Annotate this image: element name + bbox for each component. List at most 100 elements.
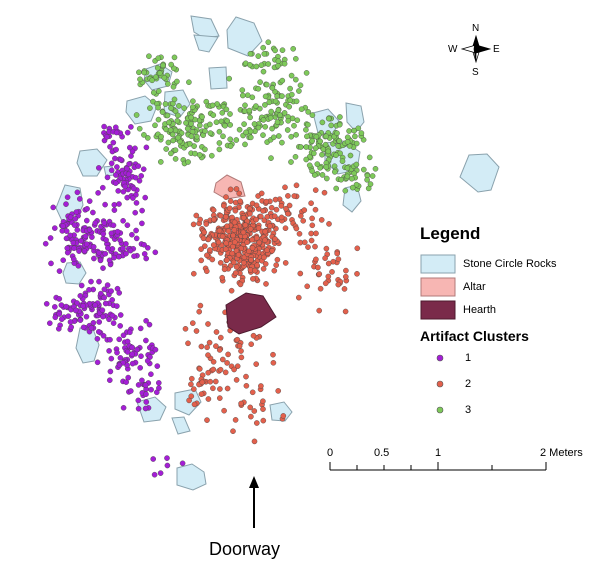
artifact-point xyxy=(137,364,143,371)
artifact-point xyxy=(141,69,147,76)
artifact-point xyxy=(63,228,70,234)
artifact-point xyxy=(217,212,224,219)
artifact-point xyxy=(201,243,208,249)
artifact-point xyxy=(233,186,240,192)
artifact-point xyxy=(176,103,182,109)
artifact-point xyxy=(212,378,219,385)
artifact-point xyxy=(120,245,126,252)
artifact-point xyxy=(233,264,240,270)
artifact-point xyxy=(317,138,324,145)
artifact-point xyxy=(129,148,136,155)
artifact-point xyxy=(52,314,59,321)
artifact-point xyxy=(109,297,115,303)
artifact-point xyxy=(120,188,127,195)
artifact-point xyxy=(197,302,204,309)
artifact-point xyxy=(188,114,194,121)
legend-title: Legend xyxy=(420,224,481,243)
artifact-point xyxy=(207,121,213,128)
legend-label-rocks: Stone Circle Rocks xyxy=(463,258,557,270)
artifact-point xyxy=(155,104,161,111)
artifact-point xyxy=(261,254,267,261)
artifact-point xyxy=(110,320,117,326)
artifact-point xyxy=(202,128,208,134)
artifact-point xyxy=(60,257,67,264)
artifact-point xyxy=(113,146,119,153)
artifact-point xyxy=(116,290,122,296)
artifact-point xyxy=(221,266,228,273)
artifact-point xyxy=(316,271,323,277)
legend-label-hearth: Hearth xyxy=(463,304,497,316)
artifact-point xyxy=(341,286,348,292)
artifact-point xyxy=(143,144,150,151)
artifact-point xyxy=(52,225,58,231)
artifact-point xyxy=(205,369,211,376)
artifact-point xyxy=(161,74,168,81)
artifact-point xyxy=(88,324,95,331)
artifact-point xyxy=(142,405,149,412)
artifact-point xyxy=(78,282,85,289)
artifact-point xyxy=(219,110,226,116)
artifact-point xyxy=(261,51,268,57)
artifact-point xyxy=(227,136,233,143)
rock xyxy=(193,34,219,53)
artifact-point xyxy=(355,125,362,132)
artifact-point xyxy=(328,122,335,129)
artifact-point xyxy=(199,379,206,386)
artifact-point xyxy=(172,147,179,153)
rock xyxy=(176,463,207,491)
artifact-point xyxy=(222,246,229,252)
artifact-point xyxy=(231,366,237,373)
artifact-point xyxy=(210,366,217,373)
artifact-point xyxy=(188,393,195,400)
artifact-point xyxy=(222,369,229,376)
artifact-point xyxy=(131,253,137,260)
artifact-point xyxy=(312,206,319,213)
artifact-point xyxy=(138,353,144,360)
artifact-point xyxy=(56,268,63,274)
artifact-point xyxy=(141,241,147,248)
artifact-point xyxy=(257,213,264,220)
artifact-point xyxy=(353,140,360,147)
legend-swatch-hearth xyxy=(420,300,456,320)
artifact-point xyxy=(151,471,158,478)
artifact-point xyxy=(249,389,256,396)
artifact-point xyxy=(292,56,299,62)
artifact-point xyxy=(319,151,325,158)
artifact-point xyxy=(255,124,262,131)
artifact-point xyxy=(92,302,98,309)
artifact-point xyxy=(120,217,126,224)
artifact-point xyxy=(77,196,83,202)
artifact-point xyxy=(63,235,70,242)
artifact-point xyxy=(166,119,172,126)
artifact-point xyxy=(287,97,294,104)
artifact-point xyxy=(228,287,235,294)
artifact-point xyxy=(56,296,63,302)
artifact-point xyxy=(272,236,278,242)
artifact-point xyxy=(147,105,153,111)
artifact-point xyxy=(273,206,280,213)
artifact-point xyxy=(143,317,149,324)
artifact-point xyxy=(262,93,269,100)
artifact-point xyxy=(137,325,144,332)
artifact-point xyxy=(312,187,319,193)
artifact-point xyxy=(286,103,293,110)
artifact-point xyxy=(278,214,285,221)
legend-cluster-dot-3 xyxy=(436,406,444,414)
artifact-point xyxy=(116,253,122,260)
artifact-point xyxy=(251,438,258,445)
artifact-point xyxy=(56,325,62,332)
artifact-point xyxy=(152,74,159,80)
artifact-point xyxy=(210,242,217,248)
artifact-point xyxy=(284,210,291,217)
artifact-point xyxy=(86,226,93,233)
artifact-point xyxy=(297,213,304,219)
artifact-point xyxy=(116,201,122,207)
artifact-point xyxy=(235,251,242,258)
artifact-point xyxy=(135,382,142,388)
artifact-point xyxy=(338,176,344,183)
artifact-point xyxy=(253,420,260,426)
artifact-point xyxy=(305,109,312,115)
artifact-point xyxy=(352,133,358,140)
artifact-point xyxy=(172,127,179,134)
artifact-point xyxy=(155,88,162,94)
